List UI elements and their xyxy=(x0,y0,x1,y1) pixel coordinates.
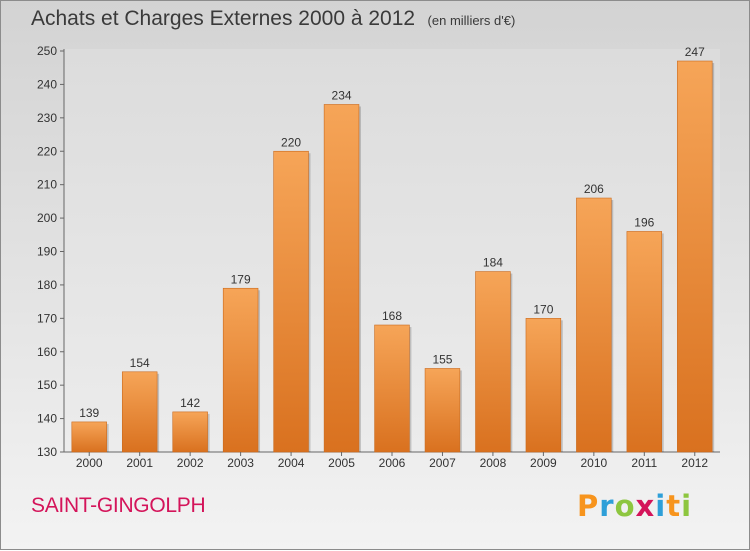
bar xyxy=(475,271,511,453)
x-tick-label: 2000 xyxy=(76,456,103,470)
y-tick-label: 180 xyxy=(37,278,57,292)
bar xyxy=(576,197,612,453)
bar-value-label: 206 xyxy=(584,182,604,196)
commune-name: SAINT-GINGOLPH xyxy=(31,494,206,517)
chart-title-row: Achats et Charges Externes 2000 à 2012 (… xyxy=(31,7,515,31)
x-tick-label: 2002 xyxy=(177,456,204,470)
logo-letter: t xyxy=(666,489,682,523)
chart-subtitle: (en milliers d'€) xyxy=(427,13,516,28)
bar-value-label: 179 xyxy=(231,272,251,286)
logo-letter: P xyxy=(577,489,600,523)
y-tick-label: 170 xyxy=(37,311,57,325)
x-tick-label: 2001 xyxy=(126,456,153,470)
x-tick-label: 2009 xyxy=(530,456,557,470)
bar xyxy=(626,231,663,453)
bar-value-label: 142 xyxy=(180,396,200,410)
x-axis: 2000 2001 2002 2003 2004 2005 2006 2007 2008 2009… xyxy=(76,452,708,470)
logo-letter: o xyxy=(614,489,636,523)
x-tick-label: 2005 xyxy=(328,456,355,470)
y-tick-label: 200 xyxy=(37,211,57,225)
y-tick-label: 240 xyxy=(37,77,57,91)
x-tick-label: 2004 xyxy=(278,456,305,470)
bar-value-label: 155 xyxy=(432,352,452,366)
bar-value-label: 170 xyxy=(533,302,553,316)
bar xyxy=(424,368,461,453)
bar-value-label: 168 xyxy=(382,309,402,323)
y-tick-label: 160 xyxy=(37,345,57,359)
bar xyxy=(222,287,259,453)
bar-value-label: 247 xyxy=(685,45,705,59)
x-tick-label: 2011 xyxy=(631,456,657,470)
bar-series: 139 154 142 179 220 234 168 155 184 170 206 196 247 xyxy=(71,45,715,453)
bar xyxy=(677,60,713,453)
y-tick-label: 190 xyxy=(37,245,57,259)
bar xyxy=(71,421,107,453)
y-tick-label: 130 xyxy=(37,445,57,459)
logo-letter: i xyxy=(655,489,667,523)
proxiti-logo: Proxiti xyxy=(577,489,692,523)
y-tick-label: 250 xyxy=(37,44,57,58)
bar xyxy=(273,150,309,453)
bar-value-label: 139 xyxy=(79,406,99,420)
x-tick-label: 2007 xyxy=(429,456,456,470)
bar xyxy=(525,318,562,453)
logo-letter: i xyxy=(681,489,693,523)
bar-value-label: 184 xyxy=(483,256,503,270)
x-tick-label: 2010 xyxy=(580,456,607,470)
chart-title: Achats et Charges Externes 2000 à 2012 xyxy=(31,7,416,30)
x-tick-label: 2006 xyxy=(379,456,406,470)
y-tick-label: 220 xyxy=(37,144,57,158)
y-tick-label: 140 xyxy=(37,412,57,426)
logo-letter: x xyxy=(635,489,656,523)
bar-value-label: 196 xyxy=(634,215,654,229)
bar xyxy=(374,324,410,453)
x-tick-label: 2003 xyxy=(227,456,254,470)
logo-letter: r xyxy=(599,489,615,523)
bar-value-label: 154 xyxy=(130,356,150,370)
bar xyxy=(323,104,360,453)
y-axis: 130 140 150 160 170 180 190 200 210 220 230 240 250 xyxy=(37,44,64,459)
bar xyxy=(121,371,158,453)
x-tick-label: 2012 xyxy=(681,456,708,470)
bar xyxy=(172,411,208,453)
y-tick-label: 210 xyxy=(37,178,57,192)
y-tick-label: 150 xyxy=(37,378,57,392)
y-tick-label: 230 xyxy=(37,111,57,125)
x-tick-label: 2008 xyxy=(480,456,507,470)
bar-value-label: 220 xyxy=(281,135,301,149)
bar-value-label: 234 xyxy=(332,88,352,102)
